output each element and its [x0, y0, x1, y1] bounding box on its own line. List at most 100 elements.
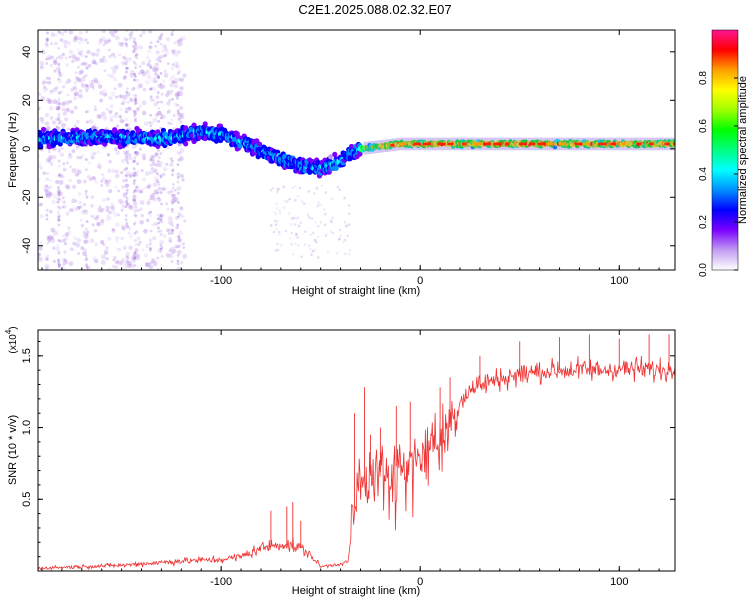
spectrogram-noise-point	[324, 191, 328, 194]
spectrogram-noise-point	[119, 94, 124, 99]
spectrogram-noise-point	[275, 202, 278, 206]
spectrogram-noise-streak	[57, 186, 60, 189]
spectrogram-noise-point	[134, 150, 140, 155]
spectrogram-noise-streak	[57, 118, 61, 122]
spectrogram-noise-point	[315, 186, 319, 190]
spectrogram-noise-point	[82, 248, 87, 253]
spectrogram-noise-streak	[131, 198, 135, 202]
spectrogram-noise-point	[144, 171, 150, 177]
spectrogram-noise-streak	[57, 106, 60, 110]
spectrogram-noise-point	[119, 107, 123, 112]
spectrogram-noise-streak	[133, 61, 137, 65]
spectrogram-noise-point	[293, 217, 296, 220]
spectrogram-noise-point	[175, 93, 179, 97]
spectrogram-noise-point	[114, 169, 119, 174]
spectrogram-noise-point	[128, 37, 132, 41]
spectrogram-noise-streak	[46, 172, 50, 175]
spectrogram-noise-streak	[124, 123, 128, 127]
spectrogram-noise-point	[116, 260, 120, 264]
spectrogram-noise-point	[127, 100, 130, 104]
spectrogram-noise-point	[292, 216, 296, 220]
spectrogram-noise-point	[155, 57, 160, 62]
spectrogram-noise-point	[179, 120, 183, 124]
spectrogram-noise-streak	[126, 161, 130, 165]
spectrogram-noise-point	[60, 31, 65, 36]
spectrogram-noise-point	[167, 232, 171, 235]
spectrogram-noise-point	[341, 240, 345, 244]
spectrogram-noise-point	[330, 197, 334, 201]
spectrogram-noise-point	[120, 42, 124, 46]
spectrogram-noise-point	[69, 165, 73, 169]
spectrogram-noise-streak	[133, 171, 137, 174]
spectrogram-noise-point	[49, 116, 54, 120]
spectrogram-noise-point	[148, 30, 153, 34]
spectrogram-noise-streak	[58, 263, 61, 267]
spectrogram-noise-point	[55, 125, 59, 129]
spectrogram-noise-streak	[133, 41, 137, 45]
spectrogram-noise-point	[152, 236, 157, 241]
spectrogram-noise-point	[91, 79, 96, 84]
spectrogram-noise-point	[177, 50, 181, 54]
spectrogram-noise-point	[310, 253, 313, 256]
spectrogram-noise-streak	[134, 189, 137, 193]
spectrogram-noise-streak	[132, 78, 136, 82]
spectrogram-ridge-peak	[473, 142, 483, 146]
spectrogram-noise-point	[47, 57, 51, 61]
spectrogram-noise-point	[114, 260, 119, 265]
spectrogram-noise-point	[162, 79, 166, 84]
spectrogram-noise-streak	[57, 223, 61, 227]
spectrogram-noise-point	[96, 214, 100, 219]
spectrogram-noise-point	[105, 180, 110, 184]
spectrogram-ridge-peak	[537, 142, 546, 146]
spectrogram-noise-point	[296, 216, 299, 220]
spectrogram-noise-point	[182, 73, 187, 78]
spectrogram-noise-point	[322, 208, 326, 211]
spectrogram-noise-point	[128, 57, 132, 61]
spectrogram-noise-point	[176, 61, 179, 65]
spectrogram-noise-streak	[134, 55, 137, 58]
spectrogram-noise-streak	[84, 110, 88, 114]
spectrogram-noise-point	[100, 207, 105, 212]
spectrogram-noise-point	[177, 238, 182, 243]
spectrogram-noise-point	[175, 64, 180, 69]
spectrogram-noise-point	[68, 261, 74, 267]
spectrogram-noise-streak	[156, 180, 160, 184]
spectrogram-noise-point	[94, 242, 98, 247]
spectrogram-noise-point	[97, 84, 103, 89]
spectrogram-noise-point	[64, 56, 68, 60]
spectrogram-noise-point	[147, 59, 152, 63]
spectrogram-noise-streak	[148, 246, 152, 250]
spectrogram-noise-point	[273, 210, 276, 214]
spectrogram-noise-point	[105, 126, 109, 130]
spectrogram-noise-streak	[160, 100, 163, 104]
spectrogram-noise-point	[39, 241, 43, 245]
spectrogram-noise-point	[177, 238, 182, 243]
spectrogram-noise-point	[136, 169, 140, 173]
spectrogram-noise-streak	[171, 228, 174, 232]
spectrogram-noise-point	[143, 253, 149, 258]
spectrogram-noise-streak	[134, 63, 138, 66]
spectrogram-noise-point	[40, 65, 44, 70]
spectrogram-noise-point	[114, 236, 120, 241]
spectrogram-noise-point	[179, 106, 183, 111]
spectrogram-noise-streak	[125, 255, 129, 259]
spectrogram-noise-point	[176, 186, 182, 192]
spectrogram-noise-point	[138, 147, 142, 151]
spectrogram-ridge-peak	[636, 142, 642, 146]
spectrogram-noise-point	[109, 115, 114, 120]
spectrogram-noise-point	[133, 238, 137, 243]
spectrogram-noise-streak	[159, 218, 163, 222]
spectrogram-noise-point	[120, 208, 124, 212]
spectrogram-noise-point	[120, 224, 125, 229]
spectrogram-noise-point	[98, 38, 104, 43]
spectrogram-noise-point	[128, 245, 133, 250]
spectrogram-ridge-peak	[598, 142, 607, 146]
spectrogram-noise-point	[50, 236, 55, 240]
spectrogram-noise-point	[311, 249, 315, 253]
spectrogram-ridge-halo	[365, 141, 369, 155]
spectrogram-noise-point	[128, 205, 134, 210]
spectrogram-noise-streak	[176, 96, 179, 100]
spectrogram-noise-point	[67, 154, 73, 160]
spectrogram-ridge-halo	[502, 137, 505, 151]
spectrogram-noise-streak	[84, 55, 88, 59]
